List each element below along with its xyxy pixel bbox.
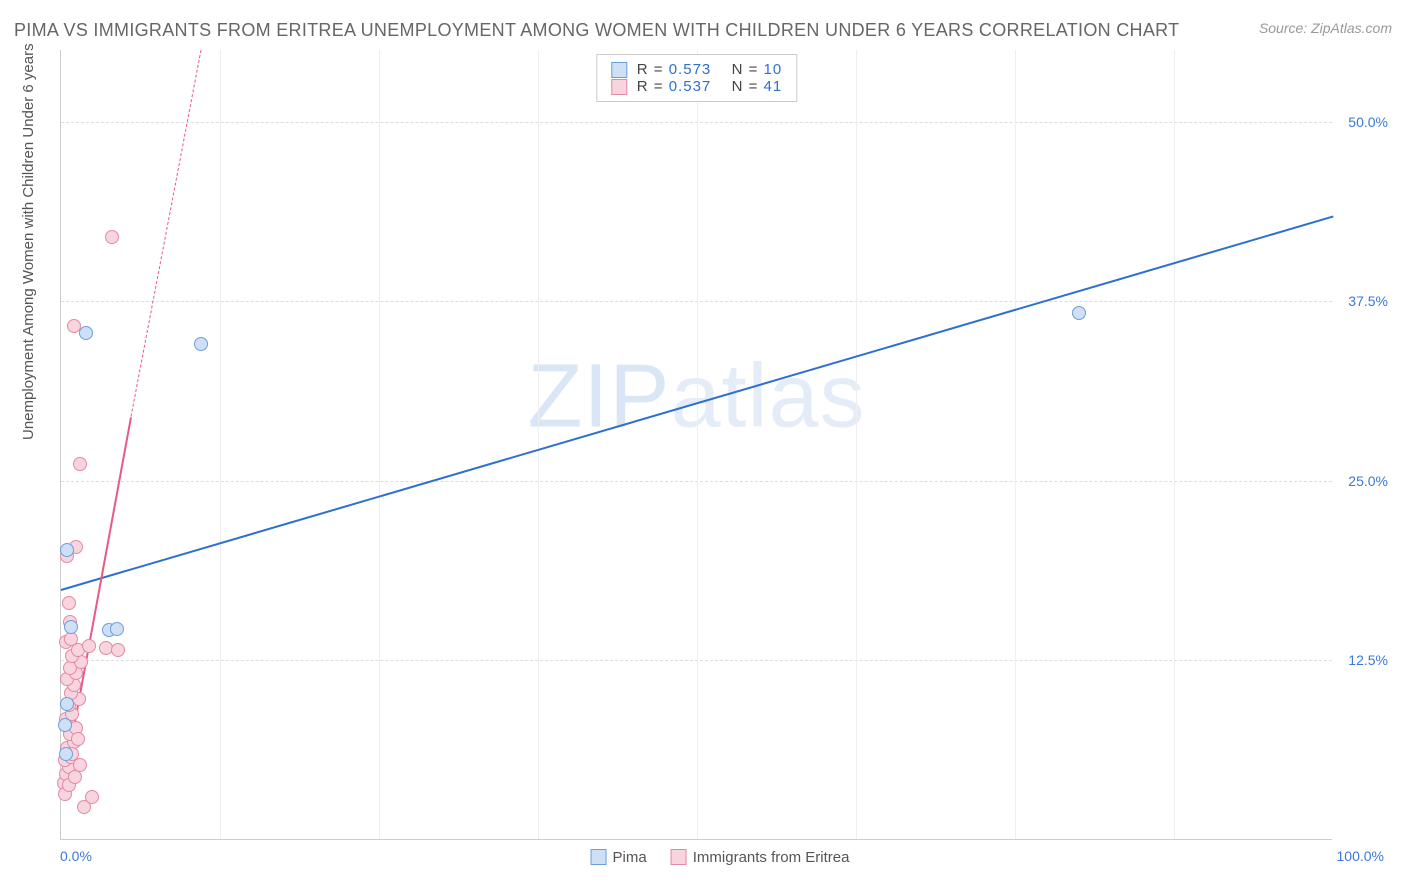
data-point <box>64 620 78 634</box>
data-point <box>71 732 85 746</box>
legend-label-eritrea: Immigrants from Eritrea <box>693 849 850 866</box>
legend-top: R = 0.573 N = 10R = 0.537 N = 41 <box>596 54 797 102</box>
data-point <box>99 641 113 655</box>
x-tick-min: 0.0% <box>60 848 92 864</box>
header: PIMA VS IMMIGRANTS FROM ERITREA UNEMPLOY… <box>14 20 1392 41</box>
y-tick-label: 50.0% <box>1336 114 1388 130</box>
source-label: Source: ZipAtlas.com <box>1259 20 1392 36</box>
legend-stat-row: R = 0.537 N = 41 <box>611 78 782 95</box>
data-point <box>79 326 93 340</box>
n-label: N = 10 <box>721 61 782 78</box>
n-label: N = 41 <box>721 78 782 95</box>
gridline-v <box>220 50 221 839</box>
r-label: R = 0.573 <box>637 61 711 78</box>
r-value: 0.537 <box>669 78 712 95</box>
gridline-v <box>856 50 857 839</box>
legend-stat-row: R = 0.573 N = 10 <box>611 61 782 78</box>
y-tick-label: 12.5% <box>1336 652 1388 668</box>
chart-area: ZIPatlas 12.5%25.0%37.5%50.0%R = 0.573 N… <box>48 50 1392 870</box>
data-point <box>73 758 87 772</box>
data-point <box>60 543 74 557</box>
r-value: 0.573 <box>669 61 712 78</box>
gridline-v <box>379 50 380 839</box>
legend-swatch-eritrea <box>671 849 687 865</box>
gridline-v <box>1015 50 1016 839</box>
data-point <box>111 643 125 657</box>
data-point <box>105 230 119 244</box>
gridline-v <box>538 50 539 839</box>
n-value: 41 <box>764 78 783 95</box>
legend-swatch <box>611 62 627 78</box>
n-value: 10 <box>764 61 783 78</box>
legend-item-pima: Pima <box>591 849 647 866</box>
trend-line <box>130 50 201 416</box>
legend-swatch <box>611 79 627 95</box>
data-point <box>59 747 73 761</box>
y-tick-label: 37.5% <box>1336 293 1388 309</box>
r-label: R = 0.537 <box>637 78 711 95</box>
data-point <box>82 639 96 653</box>
data-point <box>60 697 74 711</box>
legend-bottom: Pima Immigrants from Eritrea <box>591 849 850 866</box>
plot-area: ZIPatlas 12.5%25.0%37.5%50.0%R = 0.573 N… <box>60 50 1332 840</box>
data-point <box>62 596 76 610</box>
legend-swatch-pima <box>591 849 607 865</box>
y-tick-label: 25.0% <box>1336 473 1388 489</box>
data-point <box>85 790 99 804</box>
data-point <box>110 622 124 636</box>
y-axis-label: Unemployment Among Women with Children U… <box>20 43 37 440</box>
gridline-v <box>697 50 698 839</box>
legend-label-pima: Pima <box>613 849 647 866</box>
x-tick-max: 100.0% <box>1337 848 1384 864</box>
legend-item-eritrea: Immigrants from Eritrea <box>671 849 850 866</box>
data-point <box>1072 306 1086 320</box>
chart-title: PIMA VS IMMIGRANTS FROM ERITREA UNEMPLOY… <box>14 20 1179 41</box>
data-point <box>194 337 208 351</box>
data-point <box>73 457 87 471</box>
gridline-v <box>1174 50 1175 839</box>
data-point <box>58 718 72 732</box>
